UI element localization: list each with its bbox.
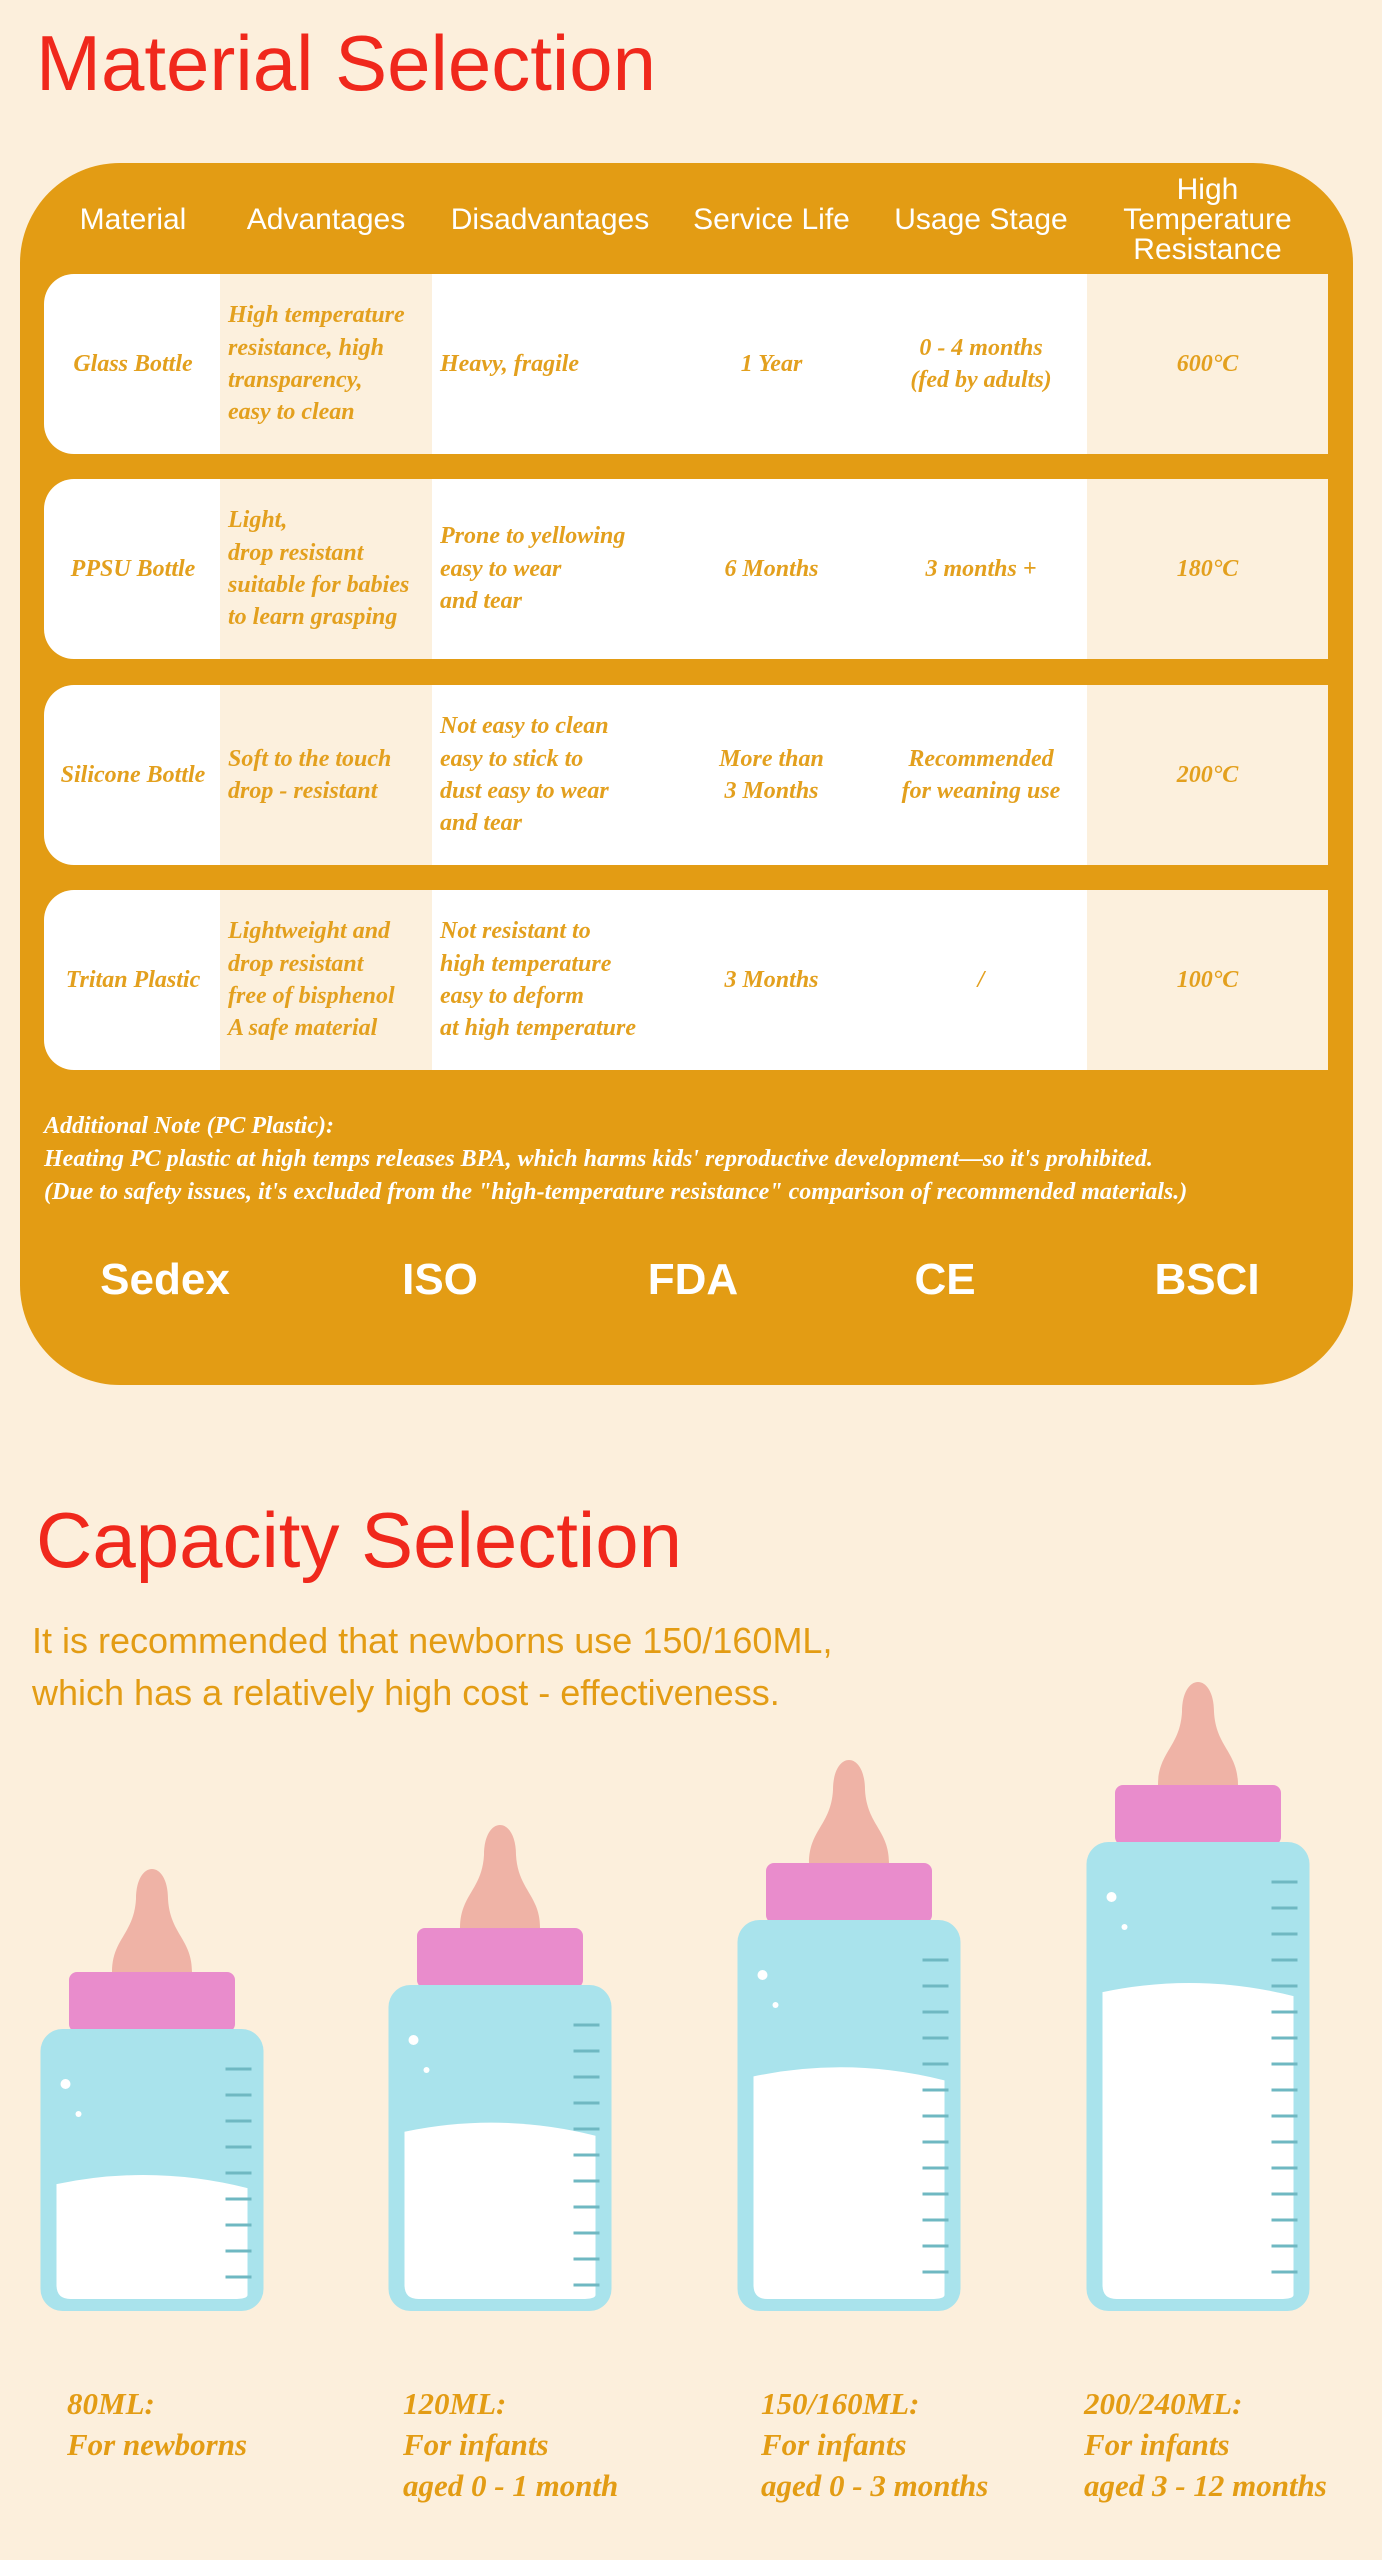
table-cell: Light, drop resistant suitable for babie… [220, 479, 432, 659]
table-cell: 0 - 4 months (fed by adults) [910, 334, 1052, 393]
table-cell: 1 Year [740, 350, 803, 377]
note-line: (Due to safety issues, it's excluded fro… [44, 1179, 1188, 1205]
subtitle-line: which has a relatively high cost - effec… [32, 1672, 780, 1713]
capacity-desc: For infants [761, 2427, 907, 2462]
table-cell: Not easy to clean easy to stick to dust … [440, 713, 609, 837]
table-cell: More than 3 Months [719, 745, 824, 804]
bottle-sparkle [423, 2067, 430, 2073]
bottle-milk [1102, 1982, 1294, 2299]
bottle-nipple [112, 1869, 192, 1972]
table-cell: Glass Bottle [73, 350, 193, 377]
table-cell: Prone to yellowing easy to wear and tear [440, 523, 626, 615]
bottle-collar [69, 1972, 235, 2032]
certification-logo: CE [914, 1255, 976, 1304]
table-cell: 180°C [1087, 479, 1328, 659]
table-header: Disadvantages [450, 203, 650, 236]
table-cell: Soft to the touch drop - resistant [220, 685, 432, 865]
certification-logo: BSCI [1154, 1255, 1260, 1304]
table-cell: High temperature resistance, high transp… [220, 274, 432, 454]
bottle-illustrations [40, 1682, 1310, 2311]
table-header: Service Life [693, 203, 850, 236]
capacity-size: 80ML: [67, 2386, 155, 2421]
bottle-sparkle [1106, 1892, 1117, 1902]
bottle-nipple [1158, 1682, 1238, 1785]
table-header: Material [79, 203, 187, 236]
table-header: High Temperature Resistance [1123, 173, 1292, 266]
table-cell: Silicone Bottle [60, 761, 206, 788]
subtitle-line: It is recommended that newborns use 150/… [32, 1620, 833, 1661]
table-header: Usage Stage [894, 203, 1068, 236]
capacity-desc: aged 3 - 12 months [1084, 2468, 1327, 2503]
section-title: Material Selection [36, 19, 656, 107]
table-cell: / [977, 966, 985, 993]
table-cell: 6 Months [724, 555, 819, 582]
bottle-sparkle [75, 2111, 82, 2117]
table-cell: Lightweight and drop resistant free of b… [220, 890, 432, 1070]
table-cell: 200°C [1087, 685, 1328, 865]
table-cell: Not resistant to high temperature easy t… [440, 918, 637, 1042]
table-cell: 3 months + [925, 555, 1037, 582]
bottle-milk [404, 2122, 596, 2299]
capacity-desc: aged 0 - 3 months [761, 2468, 989, 2503]
bottle-sparkle [772, 2002, 779, 2008]
table-cell: 3 Months [724, 966, 819, 993]
capacity-desc: For newborns [67, 2427, 248, 2462]
capacity-size: 200/240ML: [1084, 2386, 1243, 2421]
bottle-sparkle [408, 2035, 419, 2045]
bottle-milk [56, 2175, 248, 2299]
bottle-collar [766, 1863, 932, 1923]
bottle-sparkle [1121, 1924, 1128, 1930]
capacity-desc: aged 0 - 1 month [403, 2468, 619, 2503]
table-cell: 600°C [1087, 274, 1328, 454]
bottle-collar [417, 1928, 583, 1988]
bottle-collar [1115, 1785, 1281, 1845]
capacity-desc: For infants [1084, 2427, 1230, 2462]
table-cell: Recommended for weaning use [901, 745, 1061, 804]
bottle-nipple [460, 1825, 540, 1928]
section-title: Capacity Selection [36, 1496, 683, 1584]
note-line: Heating PC plastic at high temps release… [44, 1146, 1153, 1172]
capacity-size: 120ML: [403, 2386, 507, 2421]
note-title: Additional Note (PC Plastic): [44, 1113, 334, 1139]
table-header: Advantages [246, 203, 406, 236]
table-cell: 100°C [1087, 890, 1328, 1070]
bottle-nipple [809, 1760, 889, 1863]
capacity-desc: For infants [403, 2427, 549, 2462]
certification-logo: FDA [647, 1255, 739, 1304]
bottle-sparkle [757, 1970, 768, 1980]
certification-logo: ISO [402, 1255, 478, 1304]
certification-logo: Sedex [100, 1255, 230, 1304]
table-cell: Heavy, fragile [440, 350, 580, 377]
table-cell: PPSU Bottle [70, 555, 196, 582]
bottle-milk [753, 2067, 945, 2299]
bottle-sparkle [60, 2079, 71, 2089]
table-cell: Tritan Plastic [65, 966, 201, 993]
capacity-size: 150/160ML: [761, 2386, 920, 2421]
